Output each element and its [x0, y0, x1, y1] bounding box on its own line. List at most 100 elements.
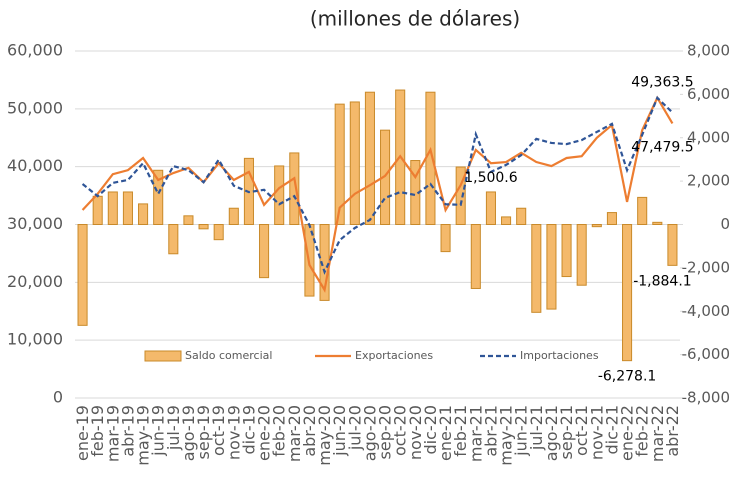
- x-tick-label: ago-20: [360, 405, 379, 461]
- y-tick-label: 60,000: [7, 41, 63, 60]
- x-tick-label: oct-20: [391, 405, 410, 456]
- x-tick-label: jul-19: [164, 405, 183, 451]
- x-tick-label: sep-20: [376, 405, 395, 459]
- bar: [440, 224, 451, 253]
- x-tick-label: jun-20: [330, 405, 349, 457]
- bar: [349, 101, 360, 225]
- x-tick-label: sep-21: [557, 405, 576, 459]
- x-tick-label: mar-19: [103, 405, 122, 462]
- bar: [606, 212, 617, 225]
- x-tick-label: may-19: [134, 405, 153, 466]
- x-tick-label: jun-21: [512, 405, 531, 457]
- x-tick-label: abr-20: [300, 405, 319, 457]
- legend-swatch: [144, 350, 182, 362]
- x-tick-label: dic-19: [239, 405, 258, 455]
- bar: [107, 191, 118, 225]
- x-tick-label: feb-19: [88, 405, 107, 457]
- x-tick-label: ago-21: [542, 405, 561, 461]
- data-label: -1,884.1: [633, 273, 692, 289]
- bar: [183, 215, 194, 225]
- x-tick-label: feb-21: [451, 405, 470, 457]
- line: [81, 95, 674, 293]
- x-tick-label: dic-20: [421, 405, 440, 455]
- y-tick-label: 10,000: [7, 330, 63, 349]
- y2-tick-label: 2,000: [687, 172, 730, 190]
- x-tick-label: ene-22: [618, 405, 637, 461]
- x-tick-label: jul-21: [527, 405, 546, 451]
- bar: [637, 196, 648, 225]
- x-tick-label: nov-21: [587, 405, 606, 460]
- data-label: 47,479.5: [631, 139, 693, 155]
- legend-label: Saldo comercial: [185, 349, 272, 362]
- data-label: -6,278.1: [598, 369, 657, 385]
- x-tick-label: abr-19: [118, 405, 137, 457]
- x-tick-label: mar-21: [466, 405, 485, 462]
- bar: [198, 224, 209, 230]
- x-tick-label: ene-19: [73, 405, 92, 461]
- bar: [652, 221, 663, 226]
- x-tick-label: nov-20: [406, 405, 425, 460]
- bar: [470, 224, 481, 289]
- x-tick-label: dic-21: [602, 405, 621, 455]
- x-tick-label: jul-20: [345, 405, 364, 451]
- x-tick-label: may-21: [497, 405, 516, 466]
- bar: [289, 152, 300, 225]
- bar: [228, 207, 239, 225]
- legend-label: Exportaciones: [355, 349, 433, 362]
- y2-tick-label: 6,000: [687, 85, 730, 103]
- y-tick-label: 0: [53, 388, 63, 407]
- y2-tick-label: -2,000: [682, 258, 730, 276]
- data-label: 49,363.5: [631, 75, 693, 91]
- bar: [213, 224, 224, 241]
- chart-title: (millones de dólares): [310, 7, 520, 31]
- bar: [667, 224, 678, 266]
- x-tick-label: feb-22: [633, 405, 652, 457]
- bar: [122, 191, 133, 225]
- bar: [138, 203, 149, 226]
- y2-tick-label: 4,000: [687, 128, 730, 146]
- y2-tick-label: -4,000: [682, 302, 730, 320]
- bar: [274, 165, 285, 226]
- bar: [380, 129, 391, 225]
- y-tick-label: 40,000: [7, 156, 63, 175]
- bar: [561, 224, 572, 278]
- bar: [531, 224, 542, 313]
- x-tick-label: may-20: [315, 405, 334, 466]
- x-tick-label: ene-21: [436, 405, 455, 461]
- bar: [501, 216, 512, 226]
- bar: [516, 207, 527, 225]
- bar: [591, 224, 602, 228]
- x-tick-label: oct-19: [209, 405, 228, 456]
- x-tick-label: abr-22: [663, 405, 682, 457]
- bar: [259, 224, 270, 279]
- x-tick-label: nov-19: [224, 405, 243, 460]
- bar: [92, 195, 103, 225]
- bar: [153, 169, 164, 225]
- y2-tick-label: 8,000: [687, 42, 730, 60]
- bar: [77, 224, 88, 326]
- x-tick-label: mar-20: [285, 405, 304, 462]
- y2-tick-label: -6,000: [682, 345, 730, 363]
- x-tick-label: ago-19: [179, 405, 198, 461]
- y2-tick-label: -8,000: [682, 389, 730, 407]
- bar: [485, 191, 496, 225]
- bar: [622, 224, 633, 362]
- x-tick-label: ene-20: [255, 405, 274, 461]
- y-tick-label: 50,000: [7, 98, 63, 117]
- x-tick-label: feb-20: [270, 405, 289, 457]
- x-tick-label: mar-22: [648, 405, 667, 462]
- x-tick-label: sep-19: [194, 405, 213, 459]
- bar: [576, 224, 587, 286]
- y-tick-label: 30,000: [7, 214, 63, 233]
- bar: [546, 224, 557, 310]
- bar: [455, 166, 466, 225]
- y2-tick-label: 0: [720, 215, 730, 233]
- bar: [334, 103, 345, 225]
- legend-label: Importaciones: [520, 349, 599, 362]
- x-tick-label: abr-21: [481, 405, 500, 457]
- data-label: 1,500.6: [464, 170, 518, 186]
- x-tick-label: jun-19: [149, 405, 168, 457]
- line: [81, 95, 674, 275]
- y-tick-label: 20,000: [7, 272, 63, 291]
